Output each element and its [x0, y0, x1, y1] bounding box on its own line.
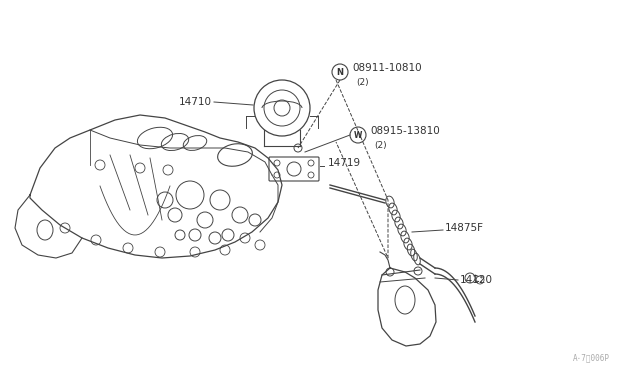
Text: A⋅7：006P: A⋅7：006P	[573, 353, 610, 362]
Text: 08911-10810: 08911-10810	[352, 63, 422, 73]
Text: 14710: 14710	[179, 97, 212, 107]
Text: W: W	[354, 131, 362, 140]
Text: (2): (2)	[356, 77, 369, 87]
Text: 14875F: 14875F	[445, 223, 484, 233]
Text: 14719: 14719	[328, 158, 361, 168]
Text: 08915-13810: 08915-13810	[370, 126, 440, 136]
Text: (2): (2)	[374, 141, 387, 150]
Text: N: N	[337, 67, 344, 77]
FancyBboxPatch shape	[269, 157, 319, 181]
Text: 14120: 14120	[460, 275, 493, 285]
